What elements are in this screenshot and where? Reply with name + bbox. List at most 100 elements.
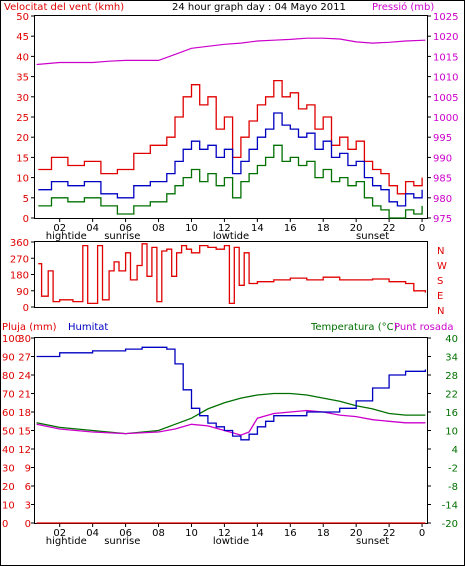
temperature-tick-label: -2: [448, 464, 458, 475]
humidity-tick-label: 80: [2, 371, 15, 382]
humidity-time-tick-label: 18: [317, 528, 330, 539]
humidity-tick-label: 10: [2, 501, 15, 512]
rain-tick-label: 9: [25, 464, 31, 475]
temperature-tick-label: 22: [445, 390, 458, 401]
humidity-tick-label: 50: [2, 427, 15, 438]
wind-speed-tick-label: 10: [16, 174, 29, 185]
humidity-series-line: [36, 346, 427, 441]
wind-time-tick-label: 16: [284, 223, 297, 234]
dew-point-axis-title: Punt rosada: [394, 322, 453, 333]
temperature-tick-label: 4: [452, 445, 458, 456]
pressure-tick-label: 980: [433, 194, 452, 205]
pressure-tick-label: 1010: [433, 73, 458, 84]
wind-speed-tick-label: 30: [16, 93, 29, 104]
pressure-tick-label: 975: [433, 214, 452, 225]
direction-series-line: [38, 243, 427, 305]
wind-speed-tick-label: 15: [16, 153, 29, 164]
humidity-tick-label: 70: [2, 390, 15, 401]
wind-axis-title: Velocitat del vent (kmh): [4, 2, 124, 13]
humidity-tick-label: 90: [2, 353, 15, 364]
humidity-time-tick-label: 20: [350, 528, 363, 539]
humidity-tick-label: 40: [2, 445, 15, 456]
rain-axis-title: Pluja (mm): [2, 322, 57, 333]
wind-time-tick-label: 06: [119, 223, 132, 234]
rain-tick-label: 15: [18, 427, 31, 438]
rain-tick-label: 30: [18, 334, 31, 345]
compass-label: N: [437, 246, 444, 257]
compass-label: S: [437, 276, 443, 287]
temperature-tick-label: 28: [445, 371, 458, 382]
pressure-axis-title: Pressió (mb): [372, 1, 434, 13]
wind-time-tick-label: 12: [218, 223, 231, 234]
wind-time-tick-label: 08: [152, 223, 165, 234]
humidity-tick-label: 100: [2, 334, 21, 345]
wind-speed-tick-label: 35: [16, 73, 29, 84]
rain-tick-label: 12: [18, 445, 31, 456]
wind-time-event-sunrise: sunrise: [104, 231, 140, 242]
rain-tick-label: 3: [25, 501, 31, 512]
direction-tick-label: 180: [10, 271, 29, 282]
humidity-tick-label: 0: [2, 519, 8, 530]
humidity-time-tick-label: 08: [152, 528, 165, 539]
wind-time-tick-label: 18: [317, 223, 330, 234]
pressure-tick-label: 995: [433, 133, 452, 144]
humidity-time-tick-label: 12: [218, 528, 231, 539]
wind-speed-tick-label: 5: [23, 194, 29, 205]
rain-tick-label: 21: [18, 390, 31, 401]
humidity-time-tick-label: 14: [251, 528, 264, 539]
pressure-ticks: 975 980 985 990 995 1000 1005 1010 1015 1020 1025: [427, 12, 458, 225]
rain-ticks: 0 3 6 9 12 15 18 21 24 27 30: [18, 334, 31, 530]
average-series-line: [38, 112, 423, 207]
minimum-series-line: [38, 144, 423, 219]
humidity-time-event-sunset: sunset: [356, 536, 389, 547]
gust-series-line: [38, 79, 423, 195]
humidity-axis-title: Humitat: [68, 322, 108, 333]
wind-time-event-lowtide: lowtide: [213, 231, 249, 242]
humidity-series: [36, 346, 427, 524]
temperature-ticks: -20 -14 -8 -2 4 10 16 22 28 34 40: [427, 334, 458, 530]
temperature-tick-label: 10: [445, 427, 458, 438]
humidity-ticks: 0 10 20 30 40 50 60 70 80 90 100: [2, 334, 35, 530]
temperature-tick-label: 16: [445, 408, 458, 419]
compass-label: E: [437, 291, 443, 302]
humidity-tick-label: 20: [2, 482, 15, 493]
humidity-time-tick-label: 10: [185, 528, 198, 539]
pressure-tick-label: 1000: [433, 113, 458, 124]
humidity-time-event-hightide: hightide: [46, 536, 87, 547]
pressure-tick-label: 1025: [433, 12, 458, 23]
humidity-time-tick-label: 22: [383, 528, 396, 539]
humidity-time-tick-label: 02: [53, 528, 66, 539]
rain-tick-label: 6: [25, 482, 31, 493]
pressure-tick-label: 1005: [433, 93, 458, 104]
wind-speed-tick-label: 50: [16, 12, 29, 23]
direction-tick-label: 0: [23, 303, 29, 314]
temperature-tick-label: -8: [448, 482, 458, 493]
humidity-time-event-lowtide: lowtide: [213, 536, 249, 547]
dew_point-series-line: [36, 409, 426, 436]
wind-speed-tick-label: 45: [16, 32, 29, 43]
rain-tick-label: 18: [18, 408, 31, 419]
wind-speed-tick-label: 20: [16, 133, 29, 144]
temperature-tick-label: 40: [445, 334, 458, 345]
humidity-tick-label: 60: [2, 408, 15, 419]
pressure-tick-label: 1015: [433, 52, 458, 63]
humidity-time-ticks: 02 04 06 08 10 12 14 16 18 20 22 0 hightide sunrise lo…: [46, 523, 425, 547]
wind-time-event-sunset: sunset: [356, 231, 389, 242]
direction-tick-label: 270: [10, 254, 29, 265]
pressure-series-line: [36, 37, 426, 66]
humidity-time-tick-label: 16: [284, 528, 297, 539]
humidity-time-tick-label: 06: [119, 528, 132, 539]
temperature-tick-label: 34: [445, 353, 458, 364]
temperature-axis-title: Temperatura (°C): [310, 322, 398, 333]
wind-time-tick-label: 10: [185, 223, 198, 234]
wind-time-tick-label: 20: [350, 223, 363, 234]
wind-time-tick-label: 0: [419, 223, 425, 234]
wind-speed-tick-label: 25: [16, 113, 29, 124]
wind-time-tick-label: 22: [383, 223, 396, 234]
temperature-tick-label: -14: [442, 501, 458, 512]
wind-time-tick-label: 02: [53, 223, 66, 234]
